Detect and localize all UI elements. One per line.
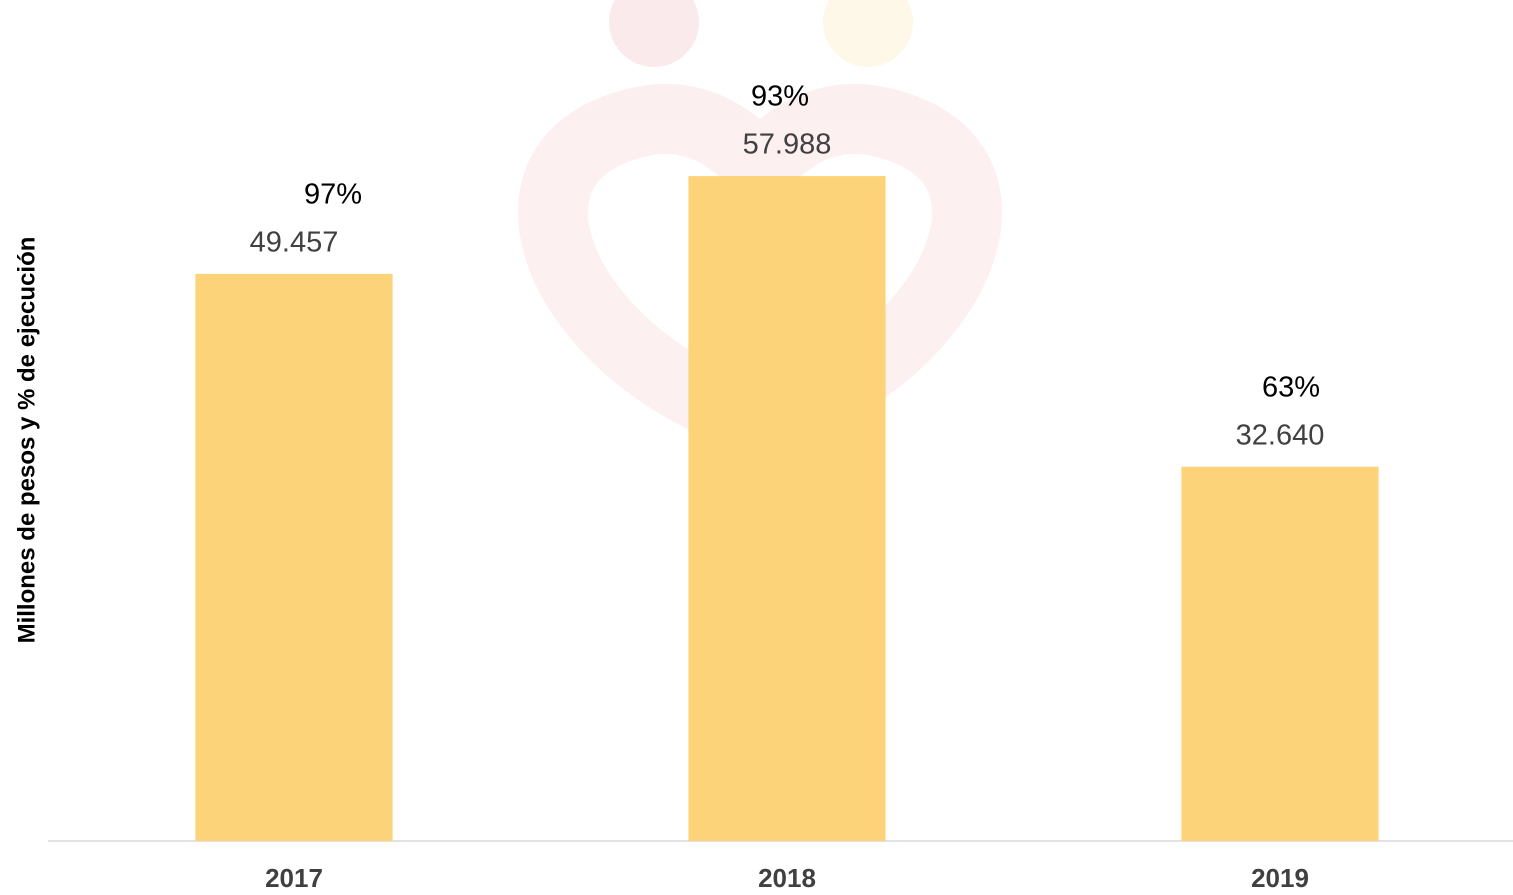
y-axis-title: Millones de pesos y % de ejecución (13, 237, 40, 644)
value-label: 57.988 (743, 129, 832, 161)
x-tick-label: 2018 (758, 863, 816, 893)
watermark (518, 0, 1002, 457)
x-tick-label: 2017 (265, 863, 323, 893)
value-label: 49.457 (250, 227, 339, 259)
percent-label: 97% (304, 179, 362, 211)
bar (1181, 466, 1379, 841)
bar (195, 273, 393, 841)
x-tick-label: 2019 (1251, 863, 1309, 893)
value-label: 32.640 (1236, 419, 1325, 451)
percent-label: 63% (1262, 371, 1320, 403)
percent-label: 93% (751, 81, 809, 113)
bar (688, 176, 886, 842)
